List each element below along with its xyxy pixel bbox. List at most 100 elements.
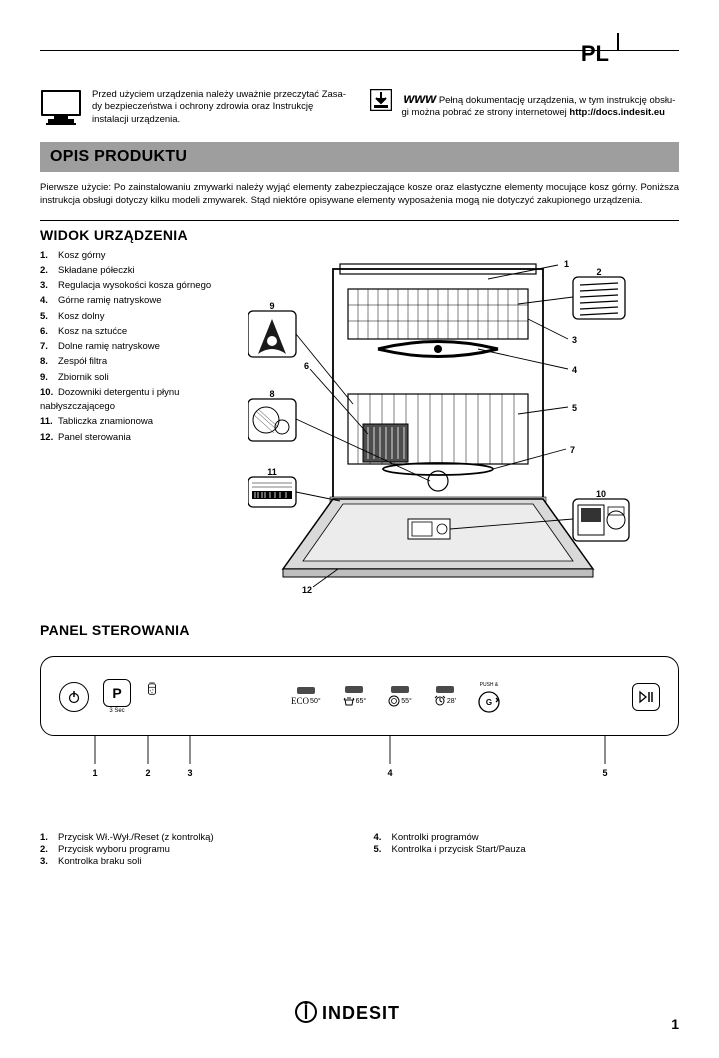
svg-text:G: G bbox=[486, 698, 492, 707]
svg-text:1: 1 bbox=[564, 259, 569, 269]
led-icon bbox=[436, 686, 454, 693]
clock-icon bbox=[434, 695, 446, 707]
indesit-logo: INDESIT bbox=[295, 999, 425, 1025]
header-left: Przed użyciem urządzenia należy uważnie … bbox=[40, 89, 350, 126]
label: Zespół filtra bbox=[58, 356, 107, 367]
label: Kontrolka braku soli bbox=[58, 856, 141, 867]
section-band: OPIS PRODUKTU bbox=[40, 142, 679, 172]
svg-text:10: 10 bbox=[596, 489, 606, 499]
label: Kosz górny bbox=[58, 250, 106, 261]
footer: INDESIT 1 bbox=[40, 999, 679, 1028]
text: dy bezpieczeństwa i ochrony zdrowia oraz… bbox=[92, 101, 313, 124]
www-label: www bbox=[404, 90, 437, 106]
salt-indicator bbox=[145, 682, 159, 696]
label: Górne ramię natryskowe bbox=[58, 295, 161, 306]
num: 1. bbox=[40, 832, 58, 843]
svg-text:5: 5 bbox=[602, 768, 607, 778]
label: Dolne ramię natryskowe bbox=[58, 341, 160, 352]
temp-label: 65° bbox=[356, 698, 367, 705]
svg-text:4: 4 bbox=[387, 768, 392, 778]
label: Składane półeczki bbox=[58, 265, 135, 276]
control-panel-frame: P 3 Sec ECO bbox=[40, 656, 679, 736]
prog-eco: ECO 50° bbox=[291, 687, 321, 706]
power-icon bbox=[67, 690, 81, 704]
svg-text:INDESIT: INDESIT bbox=[322, 1003, 400, 1023]
led-icon bbox=[391, 686, 409, 693]
num: 4. bbox=[374, 832, 392, 843]
panel-pointers: 1 2 3 4 5 bbox=[40, 736, 680, 782]
language-code: PL bbox=[40, 41, 679, 67]
temp-label: 50° bbox=[310, 698, 321, 705]
num: 3. bbox=[40, 279, 58, 293]
play-pause-icon bbox=[638, 690, 654, 704]
header-left-text: Przed użyciem urządzenia należy uważnie … bbox=[92, 89, 350, 126]
num: 9. bbox=[40, 371, 58, 385]
label: Kosz na sztućce bbox=[58, 326, 127, 337]
svg-text:4: 4 bbox=[572, 365, 577, 375]
num: 12. bbox=[40, 431, 58, 445]
prog-intensive: 65° bbox=[343, 686, 367, 707]
overview-title: WIDOK URZĄDZENIA bbox=[40, 227, 679, 243]
label: Kontrolki programów bbox=[392, 832, 479, 843]
svg-text:3: 3 bbox=[187, 768, 192, 778]
start-pause-button[interactable] bbox=[632, 683, 660, 711]
svg-text:2: 2 bbox=[596, 267, 601, 277]
text: urządzenia. bbox=[131, 114, 180, 125]
prog-normal: 55° bbox=[388, 686, 412, 707]
program-button-group: P 3 Sec bbox=[103, 679, 131, 714]
prog-rapid: 28' bbox=[434, 686, 456, 707]
download-icon bbox=[370, 89, 392, 111]
p-label: P bbox=[112, 685, 121, 701]
svg-text:1: 1 bbox=[92, 768, 97, 778]
plate-icon bbox=[388, 695, 400, 707]
time-label: 28' bbox=[447, 698, 456, 705]
page-number: 1 bbox=[671, 1016, 679, 1032]
label: Kosz dolny bbox=[58, 311, 104, 322]
text: Przed użyciem urządzenia należy uważnie … bbox=[92, 89, 346, 100]
svg-text:6: 6 bbox=[304, 361, 309, 371]
svg-text:8: 8 bbox=[269, 389, 274, 399]
control-panel-title: PANEL STEROWANIA bbox=[40, 622, 679, 638]
num: 4. bbox=[40, 294, 58, 308]
docs-link: http://docs.indesit.eu bbox=[569, 107, 665, 118]
label: Panel sterowania bbox=[58, 432, 131, 443]
program-button[interactable]: P bbox=[103, 679, 131, 707]
label: Tabliczka znamionowa bbox=[58, 416, 153, 427]
overview-legend: 1.Kosz górny 2.Składane półeczki 3.Regul… bbox=[40, 249, 230, 602]
three-sec-label: 3 Sec bbox=[109, 708, 124, 714]
pot-icon bbox=[343, 695, 355, 707]
prog-pushgo: PUSH & G bbox=[478, 681, 500, 713]
num: 8. bbox=[40, 355, 58, 369]
power-button[interactable] bbox=[59, 682, 89, 712]
svg-text:11: 11 bbox=[267, 467, 277, 477]
program-indicators: ECO 50° 65° 55° bbox=[291, 681, 500, 713]
text: gi można pobrać ze strony internetowej bbox=[402, 107, 567, 118]
svg-text:12: 12 bbox=[302, 585, 312, 595]
label: Dozowniki detergentu i płynu nabłyszczaj… bbox=[40, 387, 179, 412]
label: Regulacja wysokości kosza górnego bbox=[58, 280, 211, 291]
num: 7. bbox=[40, 340, 58, 354]
pushgo-icon: G bbox=[478, 691, 500, 713]
svg-text:7: 7 bbox=[570, 445, 575, 455]
svg-text:9: 9 bbox=[269, 301, 274, 311]
pushgo-label: PUSH & bbox=[480, 682, 499, 688]
led-icon bbox=[297, 687, 315, 694]
control-panel-legend: 1.Przycisk Wł.-Wył./Reset (z kontrolką) … bbox=[40, 832, 679, 868]
num: 1. bbox=[40, 249, 58, 263]
num: 5. bbox=[40, 310, 58, 324]
num: 10. bbox=[40, 386, 58, 400]
label: Kontrolka i przycisk Start/Pauza bbox=[392, 844, 526, 855]
num: 3. bbox=[40, 856, 58, 867]
num: 6. bbox=[40, 325, 58, 339]
temp-label: 55° bbox=[401, 698, 412, 705]
header-right-text: www Pełną dokumentację urządzenia, w tym… bbox=[402, 89, 680, 120]
led-icon bbox=[345, 686, 363, 693]
text: Pełną dokumentację urządzenia, w tym ins… bbox=[439, 95, 676, 106]
monitor-icon bbox=[40, 89, 82, 125]
label: Przycisk Wł.-Wył./Reset (z kontrolką) bbox=[58, 832, 214, 843]
eco-label: ECO bbox=[291, 696, 309, 706]
svg-text:3: 3 bbox=[572, 335, 577, 345]
num: 5. bbox=[374, 844, 392, 855]
power-button-group bbox=[59, 682, 89, 712]
salt-icon bbox=[145, 682, 159, 696]
